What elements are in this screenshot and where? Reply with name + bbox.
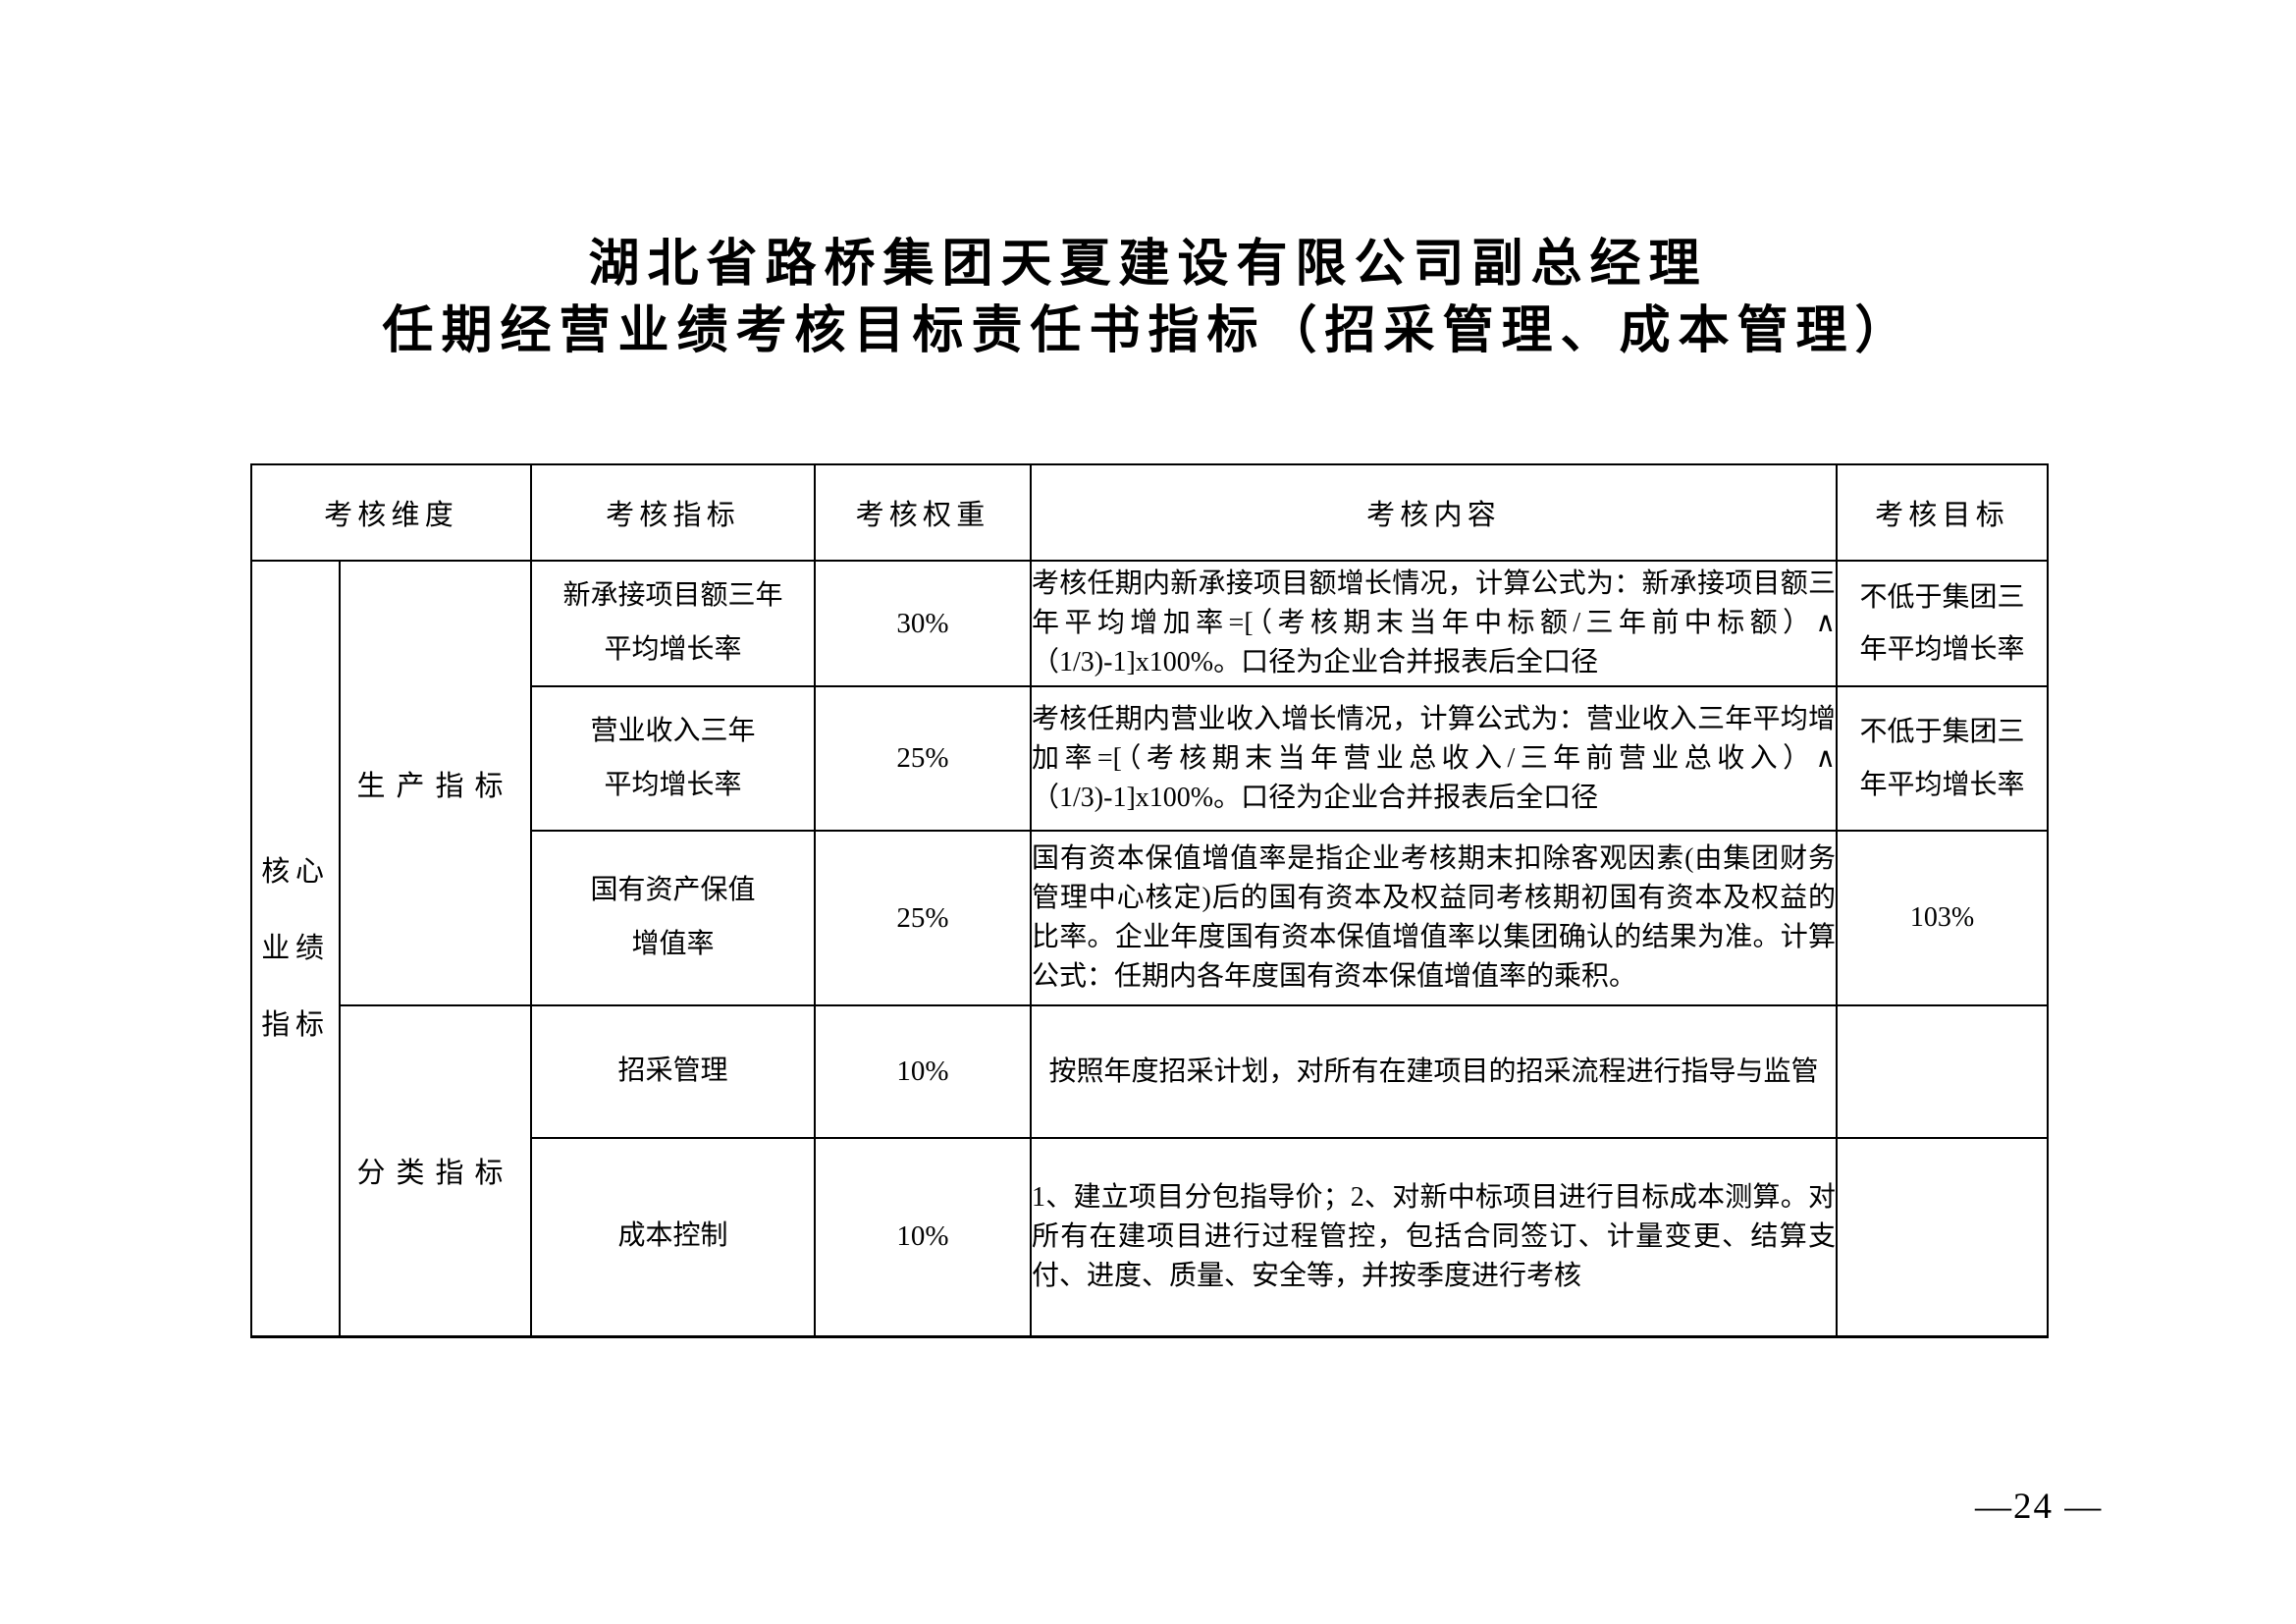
header-cell-weight: 考核权重	[814, 463, 1033, 562]
category-cell-classification: 分类指标	[338, 1004, 533, 1337]
title-line-2: 任期经营业绩考核目标责任书指标（招采管理、成本管理）	[382, 303, 1914, 359]
content-cell-4: 按照年度招采计划，对所有在建项目的招采流程进行指导与监管	[1030, 1004, 1839, 1139]
indicator-cell-1: 新承接项目额三年 平均增长率	[530, 560, 817, 687]
header-cell-target: 考核目标	[1836, 463, 2050, 562]
weight-cell-1: 30%	[814, 560, 1033, 687]
page-number: —24 —	[1975, 1487, 2104, 1527]
table-row: 核心 业绩 指标 生产指标 新承接项目额三年 平均增长率 30% 考核任期内新承…	[250, 560, 2050, 1337]
assessment-table: 考核维度 考核指标 考核权重 考核内容 考核目标 核心 业绩 指标 生产指标 新…	[249, 463, 2050, 1338]
weight-cell-3: 25%	[814, 830, 1033, 1006]
header-cell-indicator: 考核指标	[530, 463, 817, 562]
content-cell-2: 考核任期内营业收入增长情况，计算公式为：营业收入三年平均增加率=[（考核期末当年…	[1030, 685, 1839, 832]
target-cell-5	[1836, 1137, 2050, 1337]
indicator-cell-5: 成本控制	[530, 1137, 817, 1337]
table-header-row: 考核维度 考核指标 考核权重 考核内容 考核目标	[249, 463, 2050, 562]
content-cell-5: 1、建立项目分包指导价；2、对新中标项目进行目标成本测算。对所有在建项目进行过程…	[1030, 1137, 1839, 1337]
indicator-cell-2: 营业收入三年 平均增长率	[530, 685, 817, 832]
table-row: 国有资产保值 增值率 25% 国有资本保值增值率是指企业考核期末扣除客观因素(由…	[251, 830, 2050, 1006]
title-line-1: 湖北省路桥集团天夏建设有限公司副总经理	[588, 237, 1708, 293]
weight-cell-2: 25%	[814, 685, 1033, 832]
table-row: 分类指标 招采管理 10% 按照年度招采计划，对所有在建项目的招采流程进行指导与…	[251, 1004, 2050, 1337]
target-cell-1: 不低于集团三 年平均增长率	[1836, 560, 2050, 687]
weight-cell-4: 10%	[814, 1004, 1033, 1139]
document-title: 湖北省路桥集团天夏建设有限公司副总经理 任期经营业绩考核目标责任书指标（招采管理…	[0, 232, 2296, 365]
header-cell-content: 考核内容	[1030, 463, 1839, 562]
target-cell-3: 103%	[1836, 830, 2050, 1006]
dimension-cell-core-performance: 核心 业绩 指标	[250, 560, 341, 1337]
target-cell-2: 不低于集团三 年平均增长率	[1836, 685, 2050, 832]
indicator-cell-3: 国有资产保值 增值率	[530, 830, 817, 1006]
table-row: 营业收入三年 平均增长率 25% 考核任期内营业收入增长情况，计算公式为：营业收…	[251, 685, 2050, 832]
target-cell-4	[1836, 1004, 2050, 1139]
content-cell-1: 考核任期内新承接项目额增长情况，计算公式为：新承接项目额三年平均增加率=[（考核…	[1030, 560, 1839, 687]
category-cell-production: 生产指标	[338, 560, 533, 1006]
indicator-cell-4: 招采管理	[530, 1004, 817, 1139]
content-cell-3: 国有资本保值增值率是指企业考核期末扣除客观因素(由集团财务管理中心核定)后的国有…	[1030, 830, 1839, 1006]
header-cell-dimension: 考核维度	[249, 463, 533, 562]
weight-cell-5: 10%	[814, 1137, 1033, 1337]
table-row: 成本控制 10% 1、建立项目分包指导价；2、对新中标项目进行目标成本测算。对所…	[251, 1137, 2050, 1337]
